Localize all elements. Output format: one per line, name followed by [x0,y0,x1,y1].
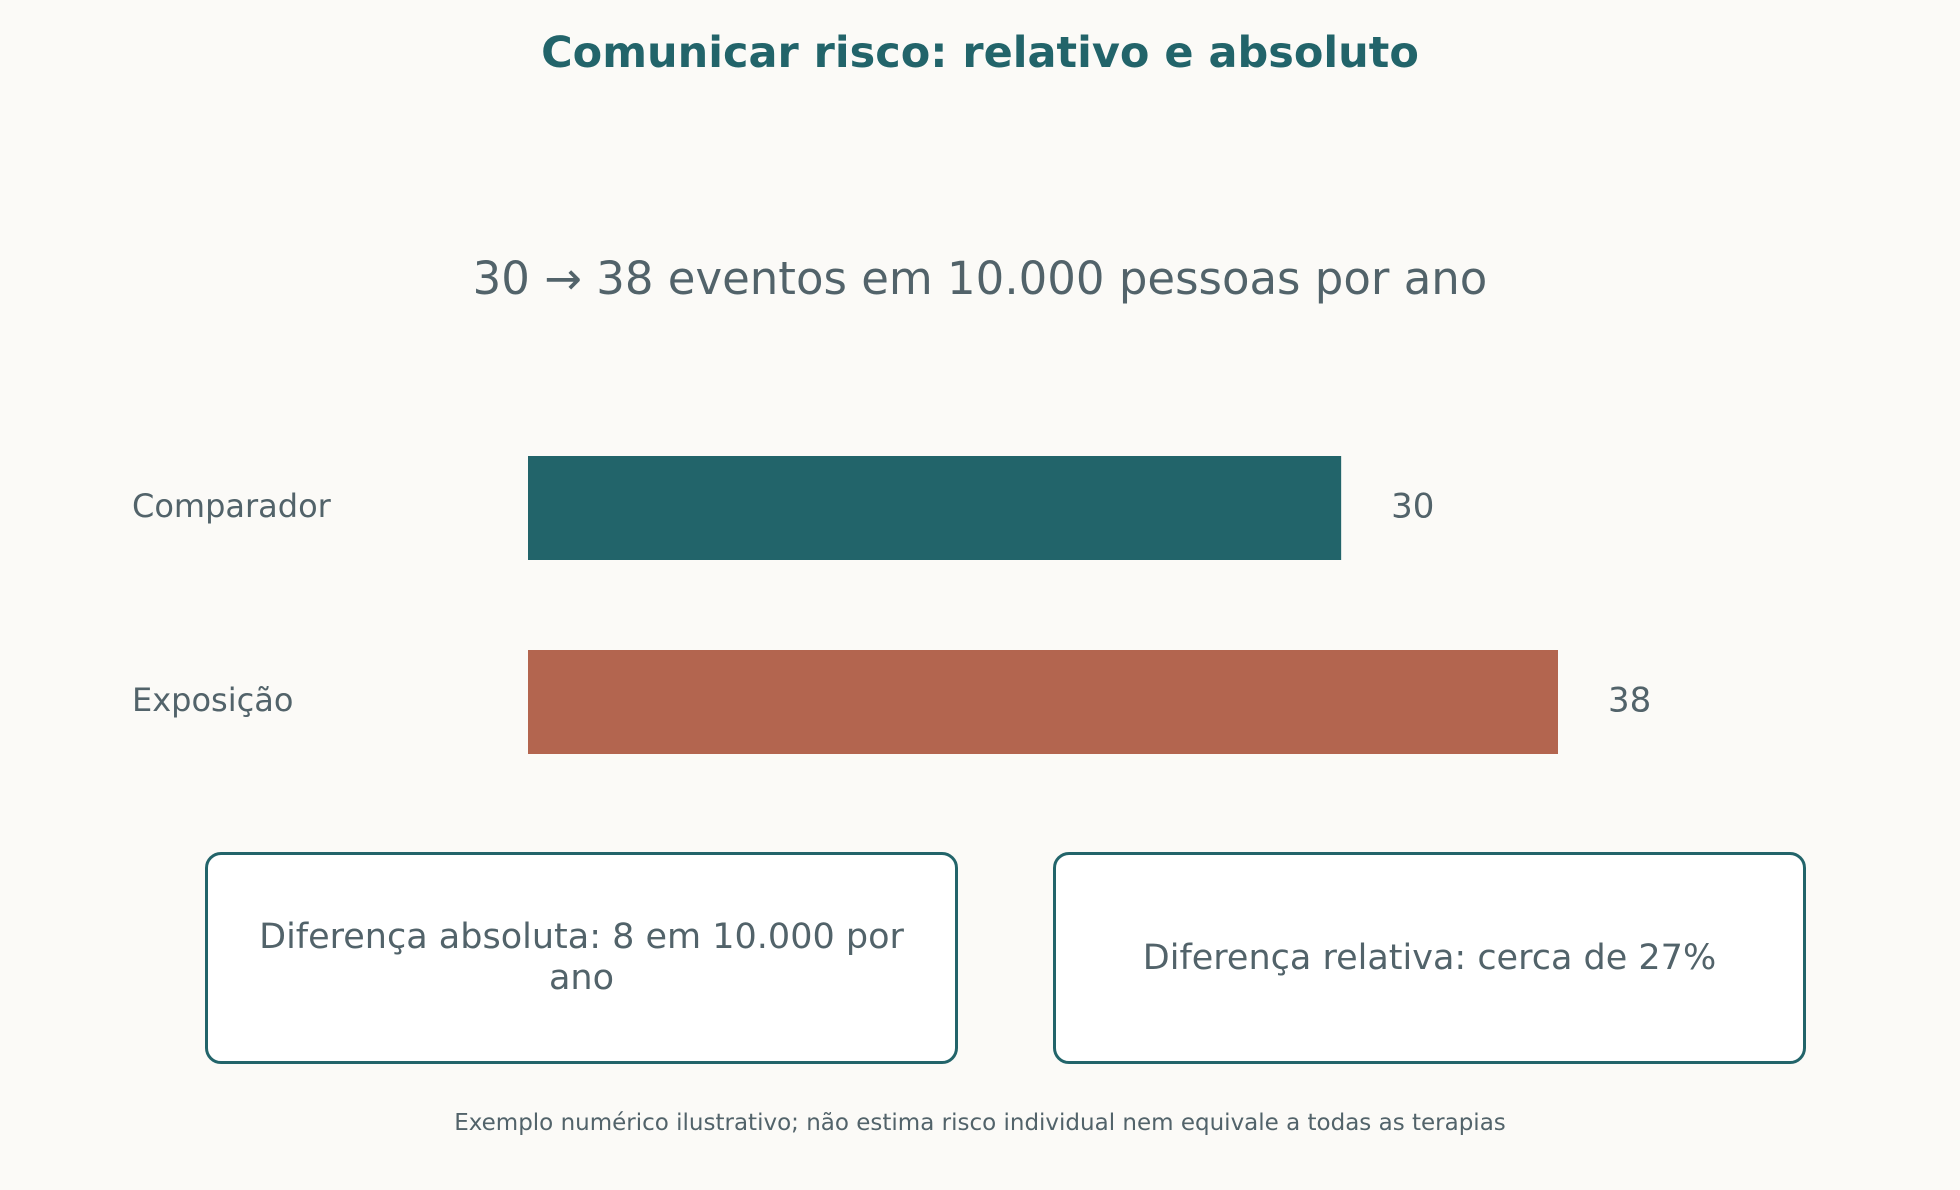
footnote: Exemplo numérico ilustrativo; não estima… [454,1110,1506,1136]
bar [528,456,1342,560]
bar [528,650,1558,754]
absolute-difference-text: Diferença absoluta: 8 em 10.000 por ano [259,917,904,998]
relative-difference-box: Diferença relativa: cerca de 27% [1053,852,1806,1064]
bar-chart: Comparador 30 Exposição 38 [132,456,1651,754]
category-label: Exposição [132,681,293,719]
absolute-difference-box: Diferença absoluta: 8 em 10.000 por ano [205,852,958,1064]
category-label: Comparador [132,487,332,525]
chart-subtitle: 30 → 38 eventos em 10.000 pessoas por an… [472,252,1488,305]
data-label: 38 [1608,681,1651,721]
relative-difference-text: Diferença relativa: cerca de 27% [1142,937,1717,978]
data-label: 30 [1391,487,1434,527]
chart-title: Comunicar risco: relativo e absoluto [541,28,1419,78]
